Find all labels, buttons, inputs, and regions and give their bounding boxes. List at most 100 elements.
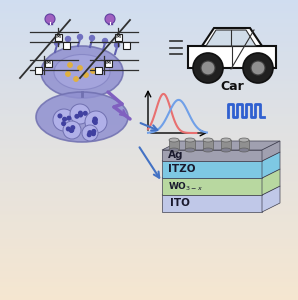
Circle shape bbox=[53, 109, 75, 131]
Text: WO$_{3-x}$: WO$_{3-x}$ bbox=[168, 180, 203, 193]
Circle shape bbox=[201, 61, 215, 75]
Ellipse shape bbox=[169, 138, 179, 142]
Circle shape bbox=[63, 117, 66, 121]
Bar bbox=[0, 87, 298, 88]
Bar bbox=[0, 251, 298, 252]
Bar bbox=[0, 214, 298, 215]
Bar bbox=[0, 60, 298, 61]
Bar bbox=[0, 165, 298, 166]
Polygon shape bbox=[162, 152, 280, 161]
Circle shape bbox=[89, 35, 94, 40]
Bar bbox=[0, 121, 298, 122]
Bar bbox=[0, 30, 298, 31]
Bar bbox=[0, 164, 298, 165]
FancyBboxPatch shape bbox=[55, 34, 61, 40]
Circle shape bbox=[92, 132, 95, 136]
Bar bbox=[0, 53, 298, 54]
Bar bbox=[0, 104, 298, 105]
Bar bbox=[0, 266, 298, 267]
Circle shape bbox=[77, 34, 83, 40]
Circle shape bbox=[105, 14, 115, 24]
Bar bbox=[0, 282, 298, 283]
Circle shape bbox=[62, 122, 65, 125]
Bar bbox=[0, 117, 298, 118]
Bar bbox=[0, 11, 298, 12]
Bar bbox=[0, 175, 298, 176]
Bar bbox=[0, 257, 298, 258]
Bar bbox=[0, 47, 298, 48]
Bar bbox=[0, 146, 298, 147]
Bar bbox=[0, 223, 298, 224]
Bar bbox=[0, 267, 298, 268]
Bar bbox=[0, 57, 298, 58]
Bar bbox=[0, 272, 298, 273]
Bar bbox=[0, 25, 298, 26]
Bar bbox=[0, 244, 298, 245]
Bar bbox=[0, 218, 298, 219]
Bar bbox=[0, 262, 298, 263]
Bar bbox=[0, 58, 298, 59]
Bar bbox=[0, 12, 298, 13]
Bar bbox=[0, 112, 298, 113]
Bar bbox=[0, 166, 298, 167]
Circle shape bbox=[93, 119, 96, 123]
Bar bbox=[0, 98, 298, 99]
Bar bbox=[0, 127, 298, 128]
Bar bbox=[0, 184, 298, 185]
Circle shape bbox=[55, 40, 60, 46]
Polygon shape bbox=[162, 195, 262, 212]
Bar bbox=[0, 66, 298, 67]
Bar bbox=[0, 252, 298, 253]
Circle shape bbox=[66, 127, 70, 131]
Bar bbox=[0, 174, 298, 175]
Bar bbox=[0, 172, 298, 173]
Bar bbox=[0, 99, 298, 100]
Bar bbox=[0, 102, 298, 103]
Bar bbox=[0, 93, 298, 94]
Bar bbox=[0, 234, 298, 235]
Bar bbox=[0, 37, 298, 38]
Circle shape bbox=[251, 61, 265, 75]
Bar bbox=[0, 10, 298, 11]
Bar bbox=[0, 139, 298, 140]
Bar bbox=[0, 73, 298, 74]
Bar bbox=[0, 161, 298, 162]
Polygon shape bbox=[262, 152, 280, 178]
Bar bbox=[0, 28, 298, 29]
Bar bbox=[0, 239, 298, 240]
Bar bbox=[0, 216, 298, 217]
Polygon shape bbox=[262, 141, 280, 161]
Bar bbox=[0, 128, 298, 129]
Circle shape bbox=[68, 63, 72, 67]
Bar bbox=[0, 169, 298, 170]
Bar bbox=[0, 220, 298, 221]
Text: ITO: ITO bbox=[170, 199, 190, 208]
Bar bbox=[0, 203, 298, 204]
Bar bbox=[0, 79, 298, 80]
Bar bbox=[0, 202, 298, 203]
Polygon shape bbox=[169, 140, 179, 150]
Bar bbox=[0, 115, 298, 116]
Bar bbox=[0, 39, 298, 40]
Bar bbox=[0, 143, 298, 144]
Ellipse shape bbox=[239, 148, 249, 152]
Bar bbox=[0, 97, 298, 98]
Bar bbox=[0, 100, 298, 101]
Bar bbox=[0, 188, 298, 189]
Circle shape bbox=[67, 116, 71, 120]
Bar bbox=[0, 101, 298, 102]
Bar bbox=[0, 110, 298, 111]
Bar bbox=[0, 246, 298, 247]
Bar bbox=[0, 182, 298, 183]
Bar bbox=[0, 163, 298, 164]
Bar bbox=[0, 78, 298, 79]
Bar bbox=[0, 253, 298, 254]
Bar bbox=[0, 287, 298, 288]
Bar bbox=[0, 50, 298, 51]
Circle shape bbox=[70, 104, 90, 124]
Bar bbox=[0, 62, 298, 63]
Bar bbox=[0, 75, 298, 76]
Bar bbox=[0, 198, 298, 199]
Bar bbox=[0, 26, 298, 27]
Bar bbox=[0, 236, 298, 237]
